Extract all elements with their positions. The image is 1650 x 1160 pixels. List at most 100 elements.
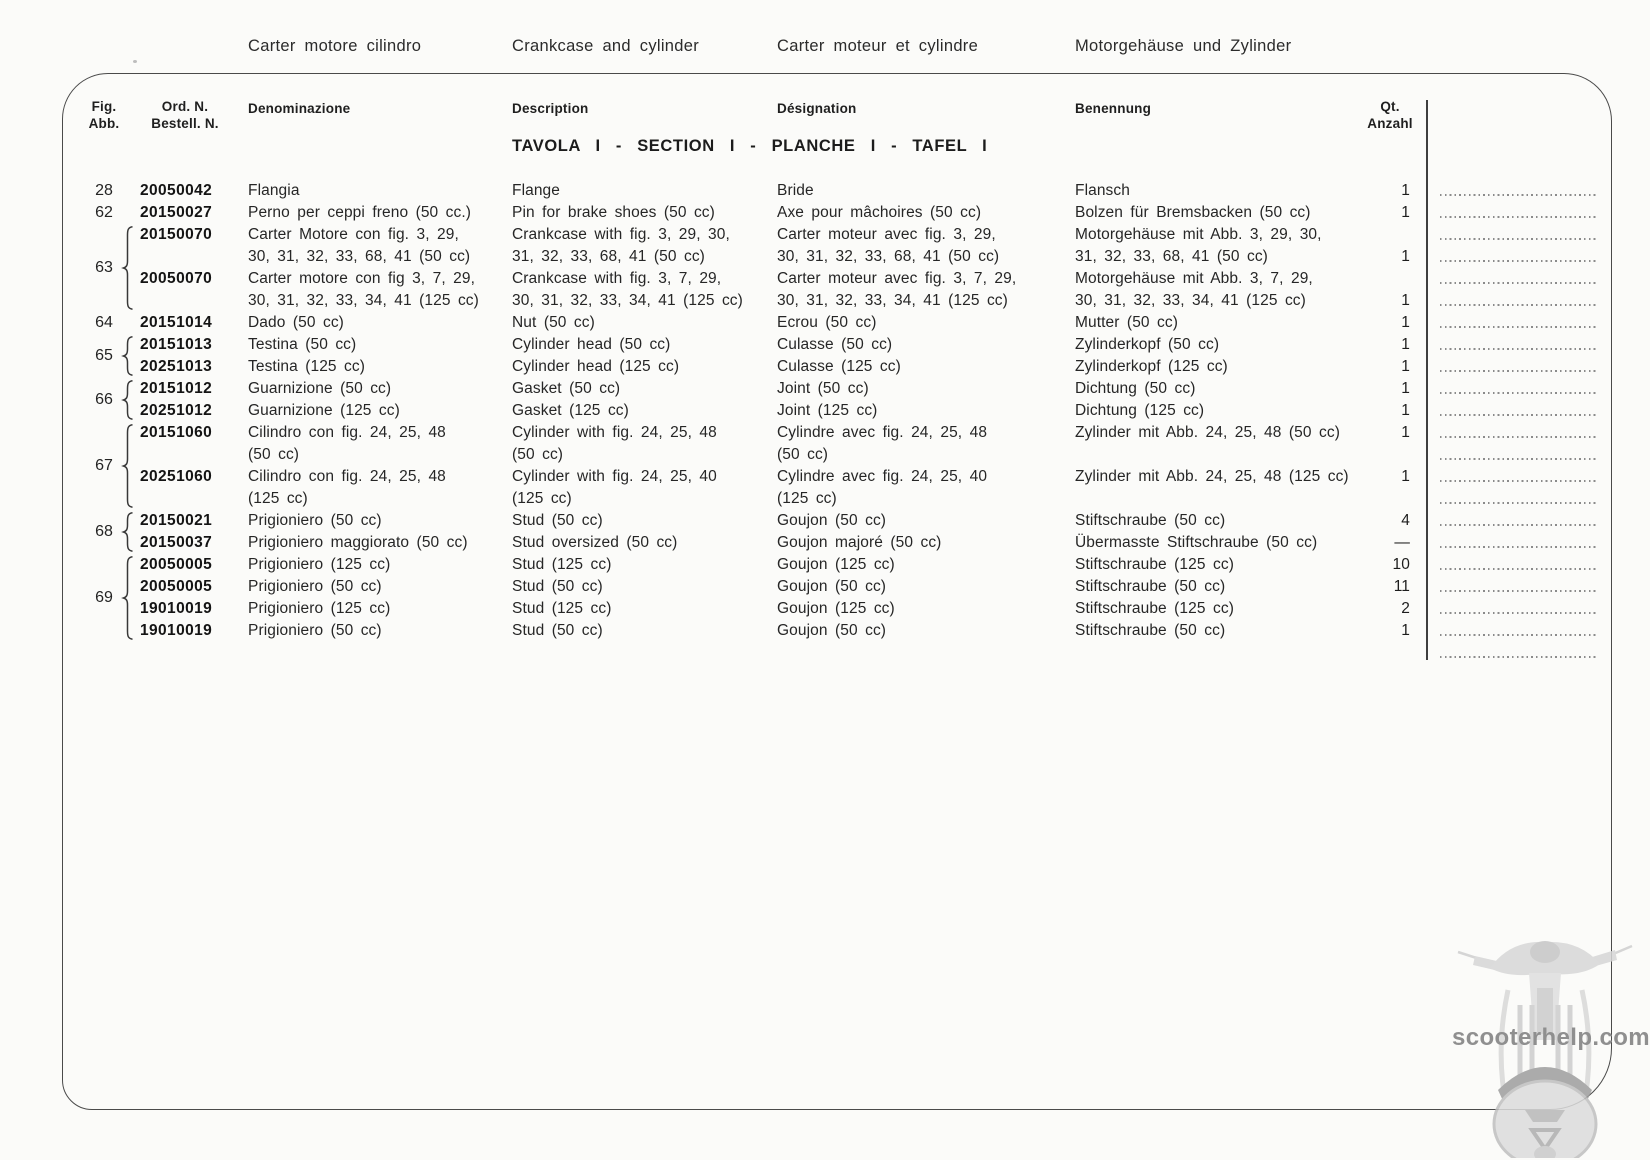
dotted-line bbox=[1440, 546, 1597, 548]
group-brace bbox=[121, 336, 133, 376]
column-header-designation: Désignation bbox=[777, 101, 857, 116]
dotted-line bbox=[1440, 524, 1597, 526]
part-entry: 20251013 Testina (125 cc) Cylinder head (1… bbox=[140, 356, 1410, 378]
designation-cell: Joint (125 cc) bbox=[777, 402, 878, 419]
ord-number-cell: 20151060 bbox=[140, 424, 213, 441]
ord-number-cell: 20251012 bbox=[140, 402, 213, 419]
dotted-line bbox=[1440, 194, 1597, 196]
qty-cell: 4 bbox=[1401, 512, 1410, 529]
description-cell: Nut (50 cc) bbox=[512, 314, 595, 331]
designation-cell: Goujon (125 cc) bbox=[777, 556, 895, 573]
group-brace bbox=[121, 226, 133, 310]
part-entry: 20251060 Cilindro con fig. 24, 25, 48 (12… bbox=[140, 466, 1410, 510]
qty-cell: 1 bbox=[1401, 358, 1410, 375]
denominazione-cell: Cilindro con fig. 24, 25, 48 (125 cc) bbox=[248, 468, 446, 507]
denominazione-cell: Carter Motore con fig. 3, 29, 30, 31, 32… bbox=[248, 226, 471, 265]
designation-cell: Goujon (50 cc) bbox=[777, 622, 887, 639]
ord-number-cell: 20150070 bbox=[140, 226, 213, 243]
part-entry: 20151060 Cilindro con fig. 24, 25, 48 (50… bbox=[140, 422, 1410, 466]
ord-number-cell: 20050042 bbox=[140, 182, 213, 199]
description-cell: Crankcase with fig. 3, 29, 30, 31, 32, 3… bbox=[512, 226, 730, 265]
dotted-line bbox=[1440, 590, 1597, 592]
dotted-line bbox=[1440, 634, 1597, 636]
group-row: 66 20151012 Guarnizione (50 cc) Gasket (50 … bbox=[80, 378, 1410, 422]
denominazione-cell: Cilindro con fig. 24, 25, 48 (50 cc) bbox=[248, 424, 446, 463]
group-row: 28 20050042 Flangia Flange Bride Flansch 1 bbox=[80, 180, 1410, 202]
ord-number-cell: 20151013 bbox=[140, 336, 213, 353]
ord-number-cell: 20251060 bbox=[140, 468, 213, 485]
dotted-line bbox=[1440, 414, 1597, 416]
dotted-line bbox=[1440, 392, 1597, 394]
designation-cell: Bride bbox=[777, 182, 814, 199]
benennung-cell: Mutter (50 cc) bbox=[1075, 314, 1179, 331]
ord-number-cell: 20151012 bbox=[140, 380, 213, 397]
description-cell: Crankcase with fig. 3, 7, 29, 30, 31, 32… bbox=[512, 270, 743, 309]
ord-number-cell: 20251013 bbox=[140, 358, 213, 375]
qty-cell: 1 bbox=[1401, 292, 1410, 309]
benennung-cell: Flansch bbox=[1075, 182, 1130, 199]
group-row: 62 20150027 Perno per ceppi freno (50 cc.)… bbox=[80, 202, 1410, 224]
dotted-line bbox=[1440, 238, 1597, 240]
ord-number-cell: 20050005 bbox=[140, 578, 213, 595]
dotted-line bbox=[1440, 656, 1597, 658]
group-brace bbox=[121, 424, 133, 508]
ord-number-cell: 19010019 bbox=[140, 600, 213, 617]
description-cell: Cylinder with fig. 24, 25, 40 (125 cc) bbox=[512, 468, 717, 507]
group-row: 68 20150021 Prigioniero (50 cc) Stud (50 cc… bbox=[80, 510, 1410, 554]
designation-cell: Goujon (50 cc) bbox=[777, 512, 887, 529]
designation-cell: Goujon (125 cc) bbox=[777, 600, 895, 617]
designation-cell: Cylindre avec fig. 24, 25, 40 (125 cc) bbox=[777, 468, 988, 507]
description-cell: Gasket (50 cc) bbox=[512, 380, 621, 397]
dotted-line bbox=[1440, 568, 1597, 570]
part-entry: 20050005 Prigioniero (125 cc) Stud (125 cc… bbox=[140, 554, 1410, 576]
qty-cell: 1 bbox=[1401, 622, 1410, 639]
part-entry: 19010019 Prigioniero (125 cc) Stud (125 cc… bbox=[140, 598, 1410, 620]
denominazione-cell: Prigioniero (50 cc) bbox=[248, 578, 382, 595]
column-header-ord: Ord. N. Bestell. N. bbox=[151, 99, 219, 131]
group-row: 69 20050005 Prigioniero (125 cc) Stud (125 … bbox=[80, 554, 1410, 642]
group-row: 64 20151014 Dado (50 cc) Nut (50 cc) Ecrou (… bbox=[80, 312, 1410, 334]
benennung-cell: Übermasste Stiftschraube (50 cc) bbox=[1075, 534, 1318, 551]
part-entry: 20151012 Guarnizione (50 cc) Gasket (50 cc… bbox=[140, 378, 1410, 400]
dotted-line bbox=[1440, 348, 1597, 350]
description-cell: Stud (125 cc) bbox=[512, 600, 612, 617]
top-title-italian: Carter motore cilindro bbox=[248, 37, 422, 55]
benennung-cell: Stiftschraube (50 cc) bbox=[1075, 578, 1226, 595]
denominazione-cell: Guarnizione (50 cc) bbox=[248, 380, 392, 397]
top-title-english: Crankcase and cylinder bbox=[512, 37, 700, 55]
top-title-french: Carter moteur et cylindre bbox=[777, 37, 979, 55]
section-title: TAVOLA I - SECTION I - PLANCHE I - TAFEL… bbox=[512, 137, 988, 155]
benennung-cell: Zylinderkopf (50 cc) bbox=[1075, 336, 1220, 353]
denominazione-cell: Perno per ceppi freno (50 cc.) bbox=[248, 204, 472, 221]
benennung-cell: Zylinder mit Abb. 24, 25, 48 (125 cc) bbox=[1075, 468, 1349, 485]
designation-cell: Joint (50 cc) bbox=[777, 380, 869, 397]
denominazione-cell: Prigioniero (50 cc) bbox=[248, 622, 382, 639]
denominazione-cell: Flangia bbox=[248, 182, 300, 199]
part-entry: 19010019 Prigioniero (50 cc) Stud (50 cc) G… bbox=[140, 620, 1410, 642]
dotted-line bbox=[1440, 260, 1597, 262]
fig-number: 69 bbox=[95, 589, 113, 606]
column-header-denominazione: Denominazione bbox=[248, 101, 351, 116]
benennung-cell: Stiftschraube (50 cc) bbox=[1075, 512, 1226, 529]
qty-cell: 1 bbox=[1401, 204, 1410, 221]
dotted-line bbox=[1440, 458, 1597, 460]
notes-dotted-lines bbox=[1440, 194, 1597, 678]
designation-cell: Goujon majoré (50 cc) bbox=[777, 534, 942, 551]
denominazione-cell: Prigioniero (125 cc) bbox=[248, 600, 391, 617]
ord-number-cell: 19010019 bbox=[140, 622, 213, 639]
description-cell: Pin for brake shoes (50 cc) bbox=[512, 204, 715, 221]
description-cell: Stud (50 cc) bbox=[512, 512, 603, 529]
benennung-cell: Motorgehäuse mit Abb. 3, 7, 29, 30, 31, … bbox=[1075, 270, 1313, 309]
qty-cell: 2 bbox=[1401, 600, 1410, 617]
part-entry: 20251012 Guarnizione (125 cc) Gasket (125 … bbox=[140, 400, 1410, 422]
part-entry: 20151014 Dado (50 cc) Nut (50 cc) Ecrou (50… bbox=[140, 312, 1410, 334]
benennung-cell: Stiftschraube (50 cc) bbox=[1075, 622, 1226, 639]
designation-cell: Cylindre avec fig. 24, 25, 48 (50 cc) bbox=[777, 424, 988, 463]
description-cell: Cylinder head (50 cc) bbox=[512, 336, 671, 353]
qty-cell: 1 bbox=[1401, 468, 1410, 485]
part-entry: 20050070 Carter motore con fig 3, 7, 29, … bbox=[140, 268, 1410, 312]
description-cell: Stud (125 cc) bbox=[512, 556, 612, 573]
dotted-line bbox=[1440, 370, 1597, 372]
qty-cell: — bbox=[1394, 534, 1410, 551]
fig-number: 64 bbox=[95, 314, 113, 331]
